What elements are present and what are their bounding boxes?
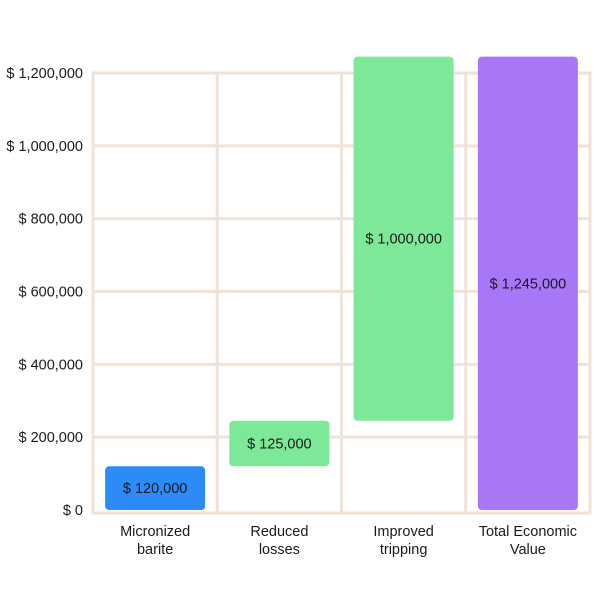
y-tick-label: $ 800,000 — [18, 212, 83, 228]
x-tick-label: Micronized barite — [120, 524, 190, 558]
label-layer: $ 0 $ 200,000 $ 400,000 $ 600,000 $ 800,000 $… — [6, 66, 577, 558]
y-tick-label: $ 600,000 — [18, 285, 83, 301]
bar — [105, 466, 206, 510]
bar — [353, 56, 454, 421]
bar-layer — [105, 56, 578, 511]
x-tick-label: Reduced losses — [250, 524, 308, 558]
x-tick-label: Improved tripping — [373, 524, 433, 558]
bar — [229, 420, 330, 467]
y-tick-label: $ 400,000 — [18, 357, 83, 373]
data-label: $ 120,000 — [123, 481, 188, 497]
data-label: $ 1,000,000 — [365, 232, 442, 248]
y-tick-label: $ 1,000,000 — [6, 139, 83, 155]
data-label: $ 125,000 — [247, 437, 312, 453]
y-tick-label: $ 1,200,000 — [6, 66, 83, 82]
y-tick-label: $ 200,000 — [18, 430, 83, 446]
x-tick-label: Total Economic Value — [479, 524, 577, 558]
bar — [477, 56, 578, 511]
y-tick-label: $ 0 — [63, 503, 83, 519]
data-label: $ 1,245,000 — [490, 276, 567, 292]
